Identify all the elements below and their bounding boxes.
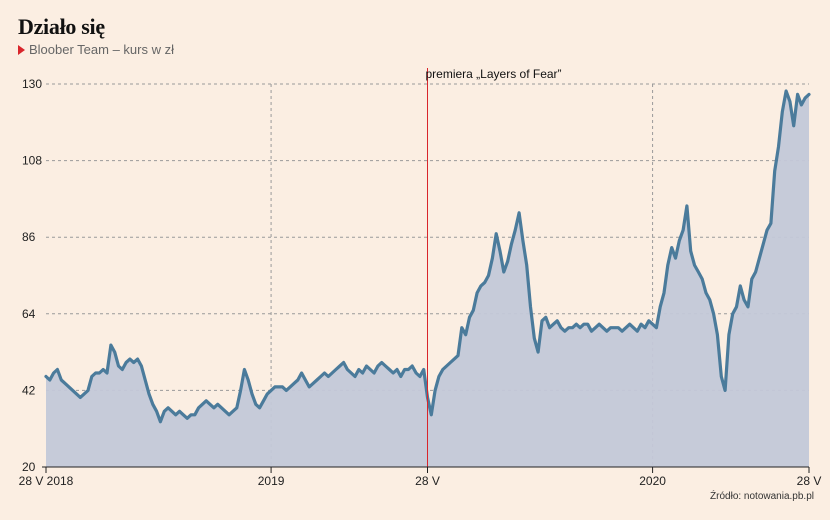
subtitle-text: Bloober Team – kurs w zł: [29, 42, 174, 57]
y-tick-label: 20: [22, 460, 36, 474]
chart-subtitle: Bloober Team – kurs w zł: [18, 42, 174, 57]
x-tick-label: 2020: [639, 474, 666, 488]
x-tick-label: 28 V: [797, 474, 822, 488]
y-tick-label: 64: [22, 307, 36, 321]
y-tick-label: 130: [22, 77, 42, 91]
source-note: Źródło: notowania.pb.pl: [710, 491, 814, 502]
y-tick-label: 42: [22, 383, 36, 397]
chart-title: Działo się: [18, 14, 105, 39]
price-area: [46, 91, 809, 467]
legend-marker-icon: [18, 44, 25, 55]
y-tick-label: 108: [22, 154, 42, 168]
x-tick-label: 28 V: [415, 474, 440, 488]
x-tick-label: 28 V 2018: [19, 474, 74, 488]
premiere-annotation: premiera „Layers of Fear”: [426, 67, 562, 81]
x-tick-label: 2019: [258, 474, 285, 488]
y-tick-label: 86: [22, 230, 36, 244]
